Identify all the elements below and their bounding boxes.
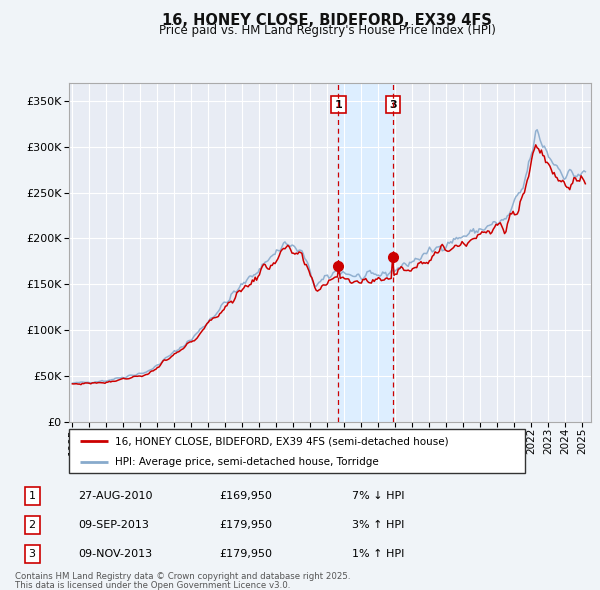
Text: 09-NOV-2013: 09-NOV-2013 bbox=[78, 549, 152, 559]
Text: Contains HM Land Registry data © Crown copyright and database right 2025.: Contains HM Land Registry data © Crown c… bbox=[15, 572, 350, 581]
Text: 3: 3 bbox=[29, 549, 35, 559]
FancyBboxPatch shape bbox=[69, 429, 525, 473]
Text: 1: 1 bbox=[335, 100, 343, 110]
Text: 3% ↑ HPI: 3% ↑ HPI bbox=[352, 520, 404, 530]
Text: HPI: Average price, semi-detached house, Torridge: HPI: Average price, semi-detached house,… bbox=[115, 457, 379, 467]
Text: 09-SEP-2013: 09-SEP-2013 bbox=[78, 520, 149, 530]
Text: 7% ↓ HPI: 7% ↓ HPI bbox=[352, 491, 404, 501]
Text: 1% ↑ HPI: 1% ↑ HPI bbox=[352, 549, 404, 559]
Text: 16, HONEY CLOSE, BIDEFORD, EX39 4FS (semi-detached house): 16, HONEY CLOSE, BIDEFORD, EX39 4FS (sem… bbox=[115, 437, 448, 446]
Text: This data is licensed under the Open Government Licence v3.0.: This data is licensed under the Open Gov… bbox=[15, 581, 290, 589]
Text: £179,950: £179,950 bbox=[220, 520, 272, 530]
Bar bbox=[338, 83, 393, 422]
Text: £169,950: £169,950 bbox=[220, 491, 272, 501]
Text: 2: 2 bbox=[29, 520, 36, 530]
Text: 1: 1 bbox=[29, 491, 35, 501]
Text: £179,950: £179,950 bbox=[220, 549, 272, 559]
Text: Price paid vs. HM Land Registry's House Price Index (HPI): Price paid vs. HM Land Registry's House … bbox=[158, 24, 496, 37]
Text: 3: 3 bbox=[389, 100, 397, 110]
Text: 27-AUG-2010: 27-AUG-2010 bbox=[78, 491, 153, 501]
Text: 16, HONEY CLOSE, BIDEFORD, EX39 4FS: 16, HONEY CLOSE, BIDEFORD, EX39 4FS bbox=[162, 13, 492, 28]
